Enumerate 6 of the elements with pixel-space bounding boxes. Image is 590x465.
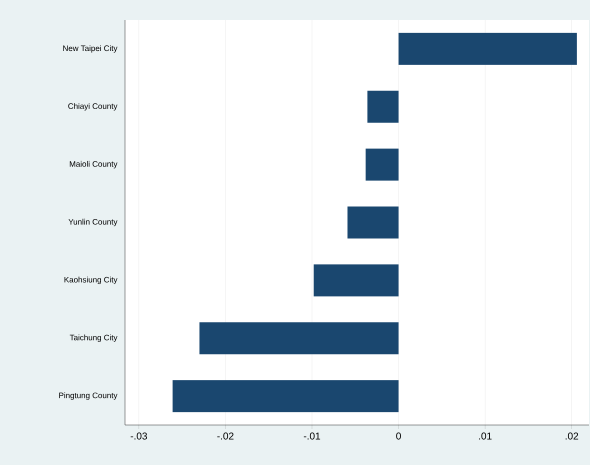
x-tick-label: -.02 [217,432,234,440]
x-tick-label: -.01 [304,432,320,440]
x-tick-label: .02 [566,432,578,440]
x-tick-label: .01 [479,432,492,440]
x-tick-label: -.03 [130,432,148,440]
x-tick-label: 0 [396,432,401,440]
